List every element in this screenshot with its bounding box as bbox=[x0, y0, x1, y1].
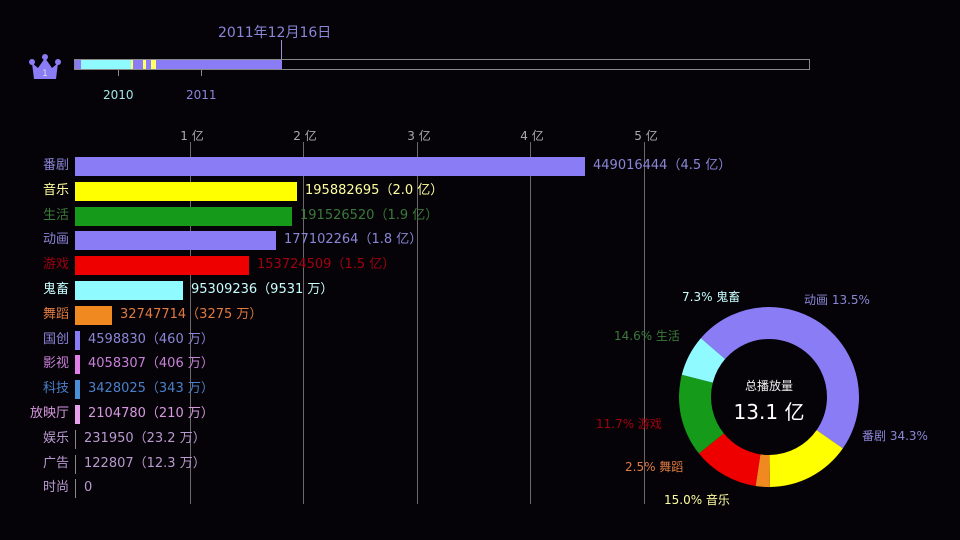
timeline-segment bbox=[131, 60, 133, 69]
value-label: 191526520（1.9 亿） bbox=[300, 208, 439, 223]
x-axis-tick-label: 5 亿 bbox=[634, 129, 658, 143]
donut-slice bbox=[755, 454, 770, 487]
value-label: 3428025（343 万） bbox=[88, 381, 214, 396]
gridline bbox=[644, 142, 645, 504]
value-label: 449016444（4.5 亿） bbox=[593, 158, 732, 173]
category-label: 时尚 bbox=[42, 480, 69, 495]
total-plays-donut-chart bbox=[679, 307, 859, 487]
timeline-segment bbox=[133, 60, 143, 69]
timeline-progress-bar[interactable] bbox=[74, 59, 810, 70]
category-label: 科技 bbox=[42, 381, 69, 396]
year-label: 2010 bbox=[103, 88, 134, 102]
value-label: 4598830（460 万） bbox=[88, 332, 214, 347]
category-label: 广告 bbox=[42, 456, 69, 471]
bar bbox=[75, 306, 112, 325]
donut-slice bbox=[769, 430, 843, 487]
year-label: 2011 bbox=[186, 88, 217, 102]
timeline-segment bbox=[151, 60, 156, 69]
x-axis-tick-label: 1 亿 bbox=[180, 129, 204, 143]
gridline bbox=[190, 142, 191, 504]
gridline bbox=[417, 142, 418, 504]
bar bbox=[75, 355, 80, 374]
gridline bbox=[530, 142, 531, 504]
donut-slice bbox=[679, 374, 724, 454]
value-label: 95309236（9531 万） bbox=[191, 282, 334, 297]
donut-slice-label: 动画 13.5% bbox=[804, 293, 870, 307]
timeline-segment bbox=[156, 60, 282, 69]
value-label: 122807（12.3 万） bbox=[84, 456, 206, 471]
gridline bbox=[303, 142, 304, 504]
value-label: 0 bbox=[84, 480, 93, 495]
donut-slice-label: 2.5% 舞蹈 bbox=[625, 460, 684, 474]
bar bbox=[75, 380, 80, 399]
value-label: 195882695（2.0 亿） bbox=[305, 183, 444, 198]
bar bbox=[75, 182, 297, 201]
category-label: 生活 bbox=[42, 208, 69, 223]
timeline-segment bbox=[146, 60, 151, 69]
donut-slice bbox=[769, 307, 859, 449]
category-label: 放映厅 bbox=[29, 406, 69, 421]
bar bbox=[75, 479, 76, 498]
donut-slice bbox=[681, 338, 726, 383]
donut-slice-label: 15.0% 音乐 bbox=[664, 493, 730, 507]
bar bbox=[75, 405, 80, 424]
value-label: 153724509（1.5 亿） bbox=[257, 257, 396, 272]
value-label: 32747714（3275 万） bbox=[120, 307, 263, 322]
category-label: 国创 bbox=[42, 332, 69, 347]
donut-slice bbox=[698, 433, 761, 486]
category-label: 游戏 bbox=[42, 257, 69, 272]
x-axis-tick-label: 4 亿 bbox=[520, 129, 544, 143]
current-date-label: 2011年12月16日 bbox=[218, 25, 332, 41]
timeline-segment bbox=[75, 60, 81, 69]
bar bbox=[75, 256, 249, 275]
crown-icon: 1 bbox=[28, 54, 62, 82]
year-tick bbox=[201, 70, 202, 76]
bar bbox=[75, 157, 585, 176]
category-label: 动画 bbox=[42, 232, 69, 247]
donut-slice-label: 14.6% 生活 bbox=[614, 329, 680, 343]
category-label: 鬼畜 bbox=[42, 282, 69, 297]
bar bbox=[75, 331, 80, 350]
category-label: 番剧 bbox=[42, 158, 69, 173]
donut-slice-label: 番剧 34.3% bbox=[862, 429, 928, 443]
donut-slice bbox=[700, 307, 769, 360]
category-label: 娱乐 bbox=[42, 431, 69, 446]
current-date-marker bbox=[281, 40, 282, 60]
bar bbox=[75, 231, 276, 250]
bar bbox=[75, 455, 76, 474]
value-label: 4058307（406 万） bbox=[88, 356, 214, 371]
category-label: 影视 bbox=[42, 356, 69, 371]
value-label: 231950（23.2 万） bbox=[84, 431, 206, 446]
bar bbox=[75, 207, 292, 226]
value-label: 177102264（1.8 亿） bbox=[284, 232, 423, 247]
x-axis-tick-label: 2 亿 bbox=[293, 129, 317, 143]
year-tick bbox=[118, 70, 119, 76]
svg-text:1: 1 bbox=[42, 69, 48, 79]
donut-slice-label: 11.7% 游戏 bbox=[596, 417, 662, 431]
timeline-segment bbox=[143, 60, 146, 69]
value-label: 2104780（210 万） bbox=[88, 406, 214, 421]
x-axis-tick-label: 3 亿 bbox=[407, 129, 431, 143]
timeline-segment bbox=[81, 60, 131, 69]
donut-center-title: 总播放量 bbox=[744, 379, 794, 393]
donut-center-value: 13.1 亿 bbox=[733, 400, 805, 424]
bar bbox=[75, 430, 76, 449]
bar bbox=[75, 281, 183, 300]
category-label: 舞蹈 bbox=[42, 307, 69, 322]
category-label: 音乐 bbox=[42, 183, 69, 198]
donut-slice-label: 7.3% 鬼畜 bbox=[682, 290, 741, 304]
